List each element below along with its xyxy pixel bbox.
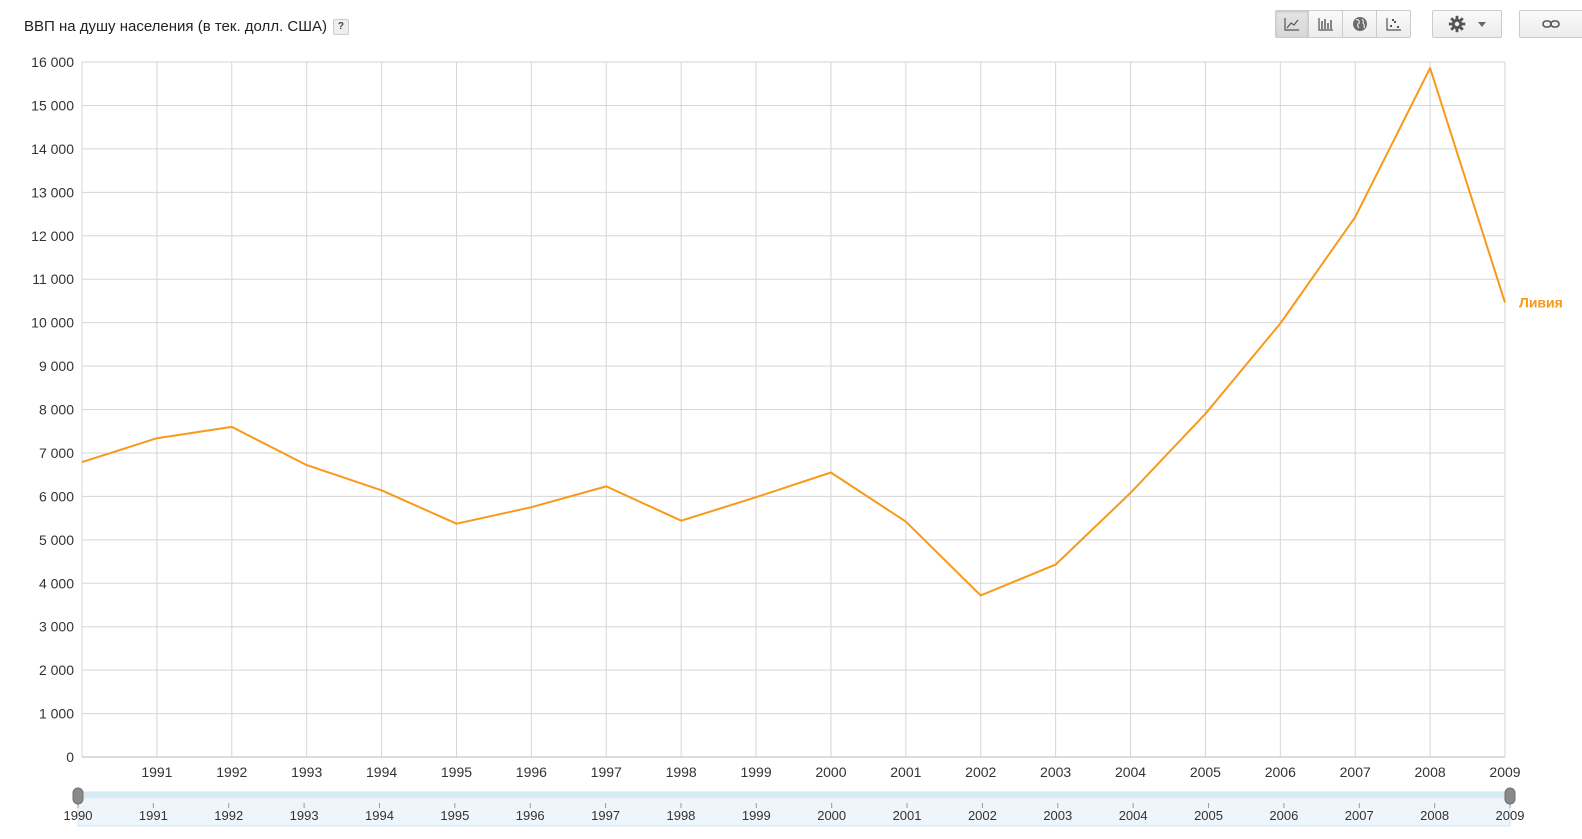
caret-down-icon: [1478, 21, 1486, 27]
chart-title-bar: ВВП на душу населения (в тек. долл. США)…: [24, 18, 349, 35]
x-tick-label: 2005: [1190, 764, 1221, 780]
slider-tick-label: 1997: [591, 808, 620, 823]
x-tick-label: 2000: [815, 764, 846, 780]
x-tick-label: 2004: [1115, 764, 1146, 780]
slider-selection-bar: [78, 792, 1510, 798]
help-icon[interactable]: ?: [332, 18, 349, 35]
slider-start-handle[interactable]: [72, 787, 84, 805]
grid: [81, 61, 1506, 758]
slider-tick-label: 1999: [742, 808, 771, 823]
slider-tick-label: 2001: [893, 808, 922, 823]
chart-title: ВВП на душу населения (в тек. долл. США): [24, 18, 327, 35]
y-tick-label: 8 000: [39, 402, 74, 418]
settings-button[interactable]: [1432, 10, 1502, 38]
x-tick-label: 2008: [1415, 764, 1446, 780]
y-tick-label: 10 000: [31, 315, 74, 331]
slider-tick-label: 1990: [64, 808, 93, 823]
slider-tick-label: 1992: [214, 808, 243, 823]
x-tick-label: 2009: [1489, 764, 1520, 780]
slider-tick-label: 2008: [1420, 808, 1449, 823]
globe-icon: [1352, 17, 1367, 31]
chart-type-toolbar: [1275, 10, 1411, 38]
gear-icon: [1448, 15, 1466, 33]
slider-tick-label: 2003: [1043, 808, 1072, 823]
y-axis: 0 1 000 2 000 3 000 4 000 5 000 6 000 7 000 8 00…: [31, 54, 74, 765]
y-tick-label: 5 000: [39, 532, 74, 548]
slider-end-handle[interactable]: [1504, 787, 1516, 805]
line-chart-button[interactable]: [1275, 10, 1309, 38]
x-tick-label: 2001: [890, 764, 921, 780]
x-tick-label: 1995: [441, 764, 472, 780]
x-tick-label: 1994: [366, 764, 397, 780]
slider-tick-label: 2006: [1269, 808, 1298, 823]
y-tick-label: 9 000: [39, 358, 74, 374]
x-tick-label: 2006: [1265, 764, 1296, 780]
x-tick-label: 1991: [141, 764, 172, 780]
x-tick-label: 2007: [1340, 764, 1371, 780]
link-icon: [1542, 20, 1560, 28]
share-link-button[interactable]: [1519, 10, 1582, 38]
x-tick-label: 1993: [291, 764, 322, 780]
x-tick-label: 1992: [216, 764, 247, 780]
y-tick-label: 14 000: [31, 141, 74, 157]
series-line: [81, 67, 1506, 597]
x-tick-label: 1996: [516, 764, 547, 780]
y-tick-label: 12 000: [31, 228, 74, 244]
y-tick-label: 15 000: [31, 97, 74, 113]
slider-tick-label: 2007: [1345, 808, 1374, 823]
series-label: Ливия: [1519, 295, 1563, 311]
slider-tick-label: 2004: [1119, 808, 1148, 823]
slider-tick-label: 1994: [365, 808, 394, 823]
y-tick-label: 4 000: [39, 575, 74, 591]
x-axis: 1991 1992 1993 1994 1995 1996 1997 1998 1999 2000…: [141, 764, 1520, 780]
slider-tick-label: 2000: [817, 808, 846, 823]
scatter-chart-button[interactable]: [1377, 10, 1411, 38]
slider-tick-label: 1995: [440, 808, 469, 823]
y-tick-label: 11 000: [32, 271, 74, 287]
x-tick-label: 2002: [965, 764, 996, 780]
y-tick-label: 16 000: [31, 54, 74, 70]
y-tick-label: 0: [66, 749, 74, 765]
slider-tick-label: 1993: [290, 808, 319, 823]
y-tick-label: 3 000: [39, 619, 74, 635]
y-tick-label: 7 000: [39, 445, 74, 461]
slider-tick-label: 1998: [666, 808, 695, 823]
slider-tick-label: 1996: [516, 808, 545, 823]
y-tick-label: 6 000: [39, 488, 74, 504]
x-tick-label: 1998: [666, 764, 697, 780]
x-tick-label: 2003: [1040, 764, 1071, 780]
bar-chart-icon: [1317, 18, 1333, 31]
series-layer: Ливия: [81, 67, 1563, 597]
slider-tick-label: 2009: [1496, 808, 1525, 823]
y-tick-label: 13 000: [31, 184, 74, 200]
slider-tick-label: 1991: [139, 808, 168, 823]
bar-chart-button[interactable]: [1309, 10, 1343, 38]
y-tick-label: 1 000: [39, 706, 74, 722]
line-chart-icon: [1284, 18, 1299, 31]
scatter-chart-icon: [1385, 18, 1401, 31]
slider-tick-label: 2005: [1194, 808, 1223, 823]
x-tick-label: 1997: [591, 764, 622, 780]
slider-tick-label: 2002: [968, 808, 997, 823]
time-range-slider[interactable]: 1990 1991 1992 1993 1994 1995 1996 1997 1998 1999…: [64, 787, 1525, 827]
map-button[interactable]: [1343, 10, 1377, 38]
y-tick-label: 2 000: [39, 662, 74, 678]
x-tick-label: 1999: [740, 764, 771, 780]
